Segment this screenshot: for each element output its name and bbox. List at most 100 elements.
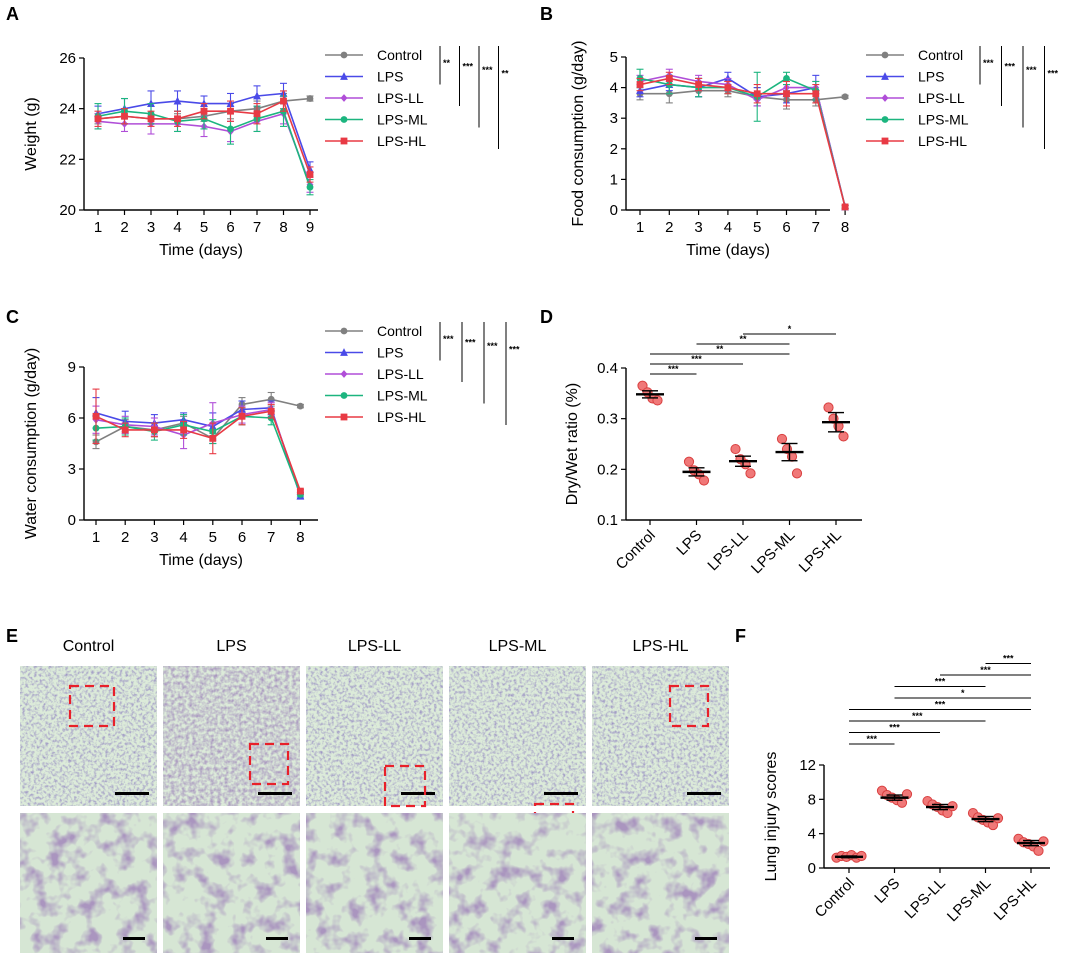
x-tick-label: 7 (267, 529, 275, 546)
x-tick-label: LPS (673, 527, 705, 559)
tissue-texture (163, 813, 300, 953)
legend-label-lps-hl: LPS-HL (377, 133, 426, 149)
y-tick-label: 4 (808, 826, 816, 843)
marker-control-7 (841, 93, 849, 101)
x-tick-label: 1 (94, 219, 102, 236)
marker-lps-hl-2 (151, 426, 158, 434)
panel-letter-b: B (540, 4, 553, 24)
y-tick-label: 12 (799, 757, 816, 774)
comparison-label: * (788, 324, 792, 334)
marker-lps-hl-3 (174, 115, 181, 123)
marker-lps-hl-5 (227, 107, 234, 115)
series-line-lps-ml (639, 77, 846, 208)
x-tick-label: 1 (636, 219, 644, 236)
significance-label: *** (1026, 65, 1037, 75)
marker-lps-ml-5 (227, 125, 234, 133)
marker-lps-hl-6 (812, 90, 820, 98)
x-tick-label: 5 (753, 219, 761, 236)
marker-control-legend (340, 51, 348, 59)
comparison-label: *** (889, 723, 900, 733)
tissue-texture (20, 813, 157, 953)
y-tick-label: 8 (808, 791, 816, 808)
series-line-lps (95, 406, 302, 497)
x-tick-label: 1 (92, 529, 100, 546)
marker-lps-ml-legend (340, 392, 348, 399)
marker-lps-hl-4 (753, 90, 761, 98)
x-tick-label: LPS-HL (796, 527, 845, 576)
x-tick-label: 2 (120, 219, 128, 236)
zoom-region-box (248, 742, 290, 786)
marker-lps-hl-2 (147, 115, 155, 123)
y-tick-label: 0.3 (597, 411, 618, 428)
x-tick-label: Control (613, 527, 659, 573)
x-tick-label: LPS-HL (991, 875, 1040, 924)
x-axis-title: Time (days) (159, 552, 243, 569)
legend-label-control: Control (377, 323, 422, 339)
scale-bar (258, 792, 292, 795)
data-point (838, 431, 849, 442)
x-tick-label: 6 (226, 219, 234, 236)
x-tick-label: LPS-LL (901, 875, 948, 922)
marker-lps-hl-1 (121, 426, 129, 434)
x-tick-label: 5 (200, 219, 208, 236)
comparison-label: *** (935, 677, 946, 687)
comparison-label: ** (739, 334, 747, 344)
y-tick-label: 0 (808, 860, 816, 877)
x-tick-label: Control (812, 875, 858, 921)
marker-lps-ml-8 (306, 183, 314, 191)
series-line-lps-hl (639, 77, 846, 208)
x-tick-label: 2 (121, 529, 129, 546)
comparison-label: * (961, 688, 965, 698)
marker-control-8 (306, 95, 314, 102)
x-tick-label: 6 (782, 219, 790, 236)
marker-lps-hl-legend (340, 413, 348, 421)
panel-letter-a: A (6, 4, 19, 24)
y-tick-label: 20 (59, 202, 76, 219)
data-point (791, 468, 803, 479)
y-tick-label: 0.2 (597, 461, 618, 478)
marker-lps-hl-1 (665, 75, 673, 82)
histology-title-lps-hl: LPS-HL (632, 638, 688, 655)
y-tick-label: 5 (610, 49, 618, 66)
significance-label: ** (502, 69, 510, 79)
marker-lps-hl-5 (238, 412, 246, 420)
x-tick-label: 7 (253, 219, 261, 236)
legend-label-lps-ll: LPS-LL (918, 90, 965, 106)
y-tick-label: 26 (59, 50, 76, 67)
histology-title-lps-ll: LPS-LL (348, 638, 401, 655)
significance-label: ** (443, 58, 451, 68)
y-tick-label: 0.1 (597, 512, 618, 529)
marker-lps-hl-8 (306, 171, 314, 178)
y-tick-label: 9 (68, 359, 76, 376)
marker-lps-hl-3 (724, 84, 732, 91)
marker-lps-6 (253, 91, 261, 100)
scale-bar (552, 937, 574, 940)
marker-lps-legend (340, 72, 348, 80)
legend-label-lps-ml: LPS-ML (377, 112, 428, 128)
marker-lps-hl-7 (841, 203, 849, 211)
legend-label-lps: LPS (377, 345, 403, 361)
marker-lps-ml-legend (881, 116, 889, 123)
x-tick-label: 5 (209, 529, 217, 546)
tissue-texture (592, 666, 729, 806)
series-line-control (640, 89, 846, 101)
y-tick-label: 0 (68, 512, 76, 529)
y-axis-title: Water consumption (g/day) (23, 348, 40, 539)
x-tick-label: 9 (306, 219, 314, 236)
scale-bar (115, 792, 149, 795)
marker-lps-legend (881, 72, 889, 80)
y-axis-title: Food consumption (g/day) (570, 41, 587, 227)
legend-label-lps-hl: LPS-HL (377, 409, 426, 425)
legend-label-lps-hl: LPS-HL (918, 133, 967, 149)
zoom-region-box (68, 684, 116, 728)
legend-label-lps-ll: LPS-LL (377, 366, 424, 382)
significance-label: *** (983, 58, 994, 68)
tissue-texture (449, 666, 586, 806)
histology-title-control: Control (63, 638, 115, 655)
tissue-texture (163, 666, 300, 806)
histology-title-lps: LPS (216, 638, 246, 655)
scale-bar (401, 792, 435, 795)
tissue-texture (306, 813, 443, 953)
x-tick-label: 7 (812, 219, 820, 236)
x-tick-label: 8 (841, 219, 849, 236)
